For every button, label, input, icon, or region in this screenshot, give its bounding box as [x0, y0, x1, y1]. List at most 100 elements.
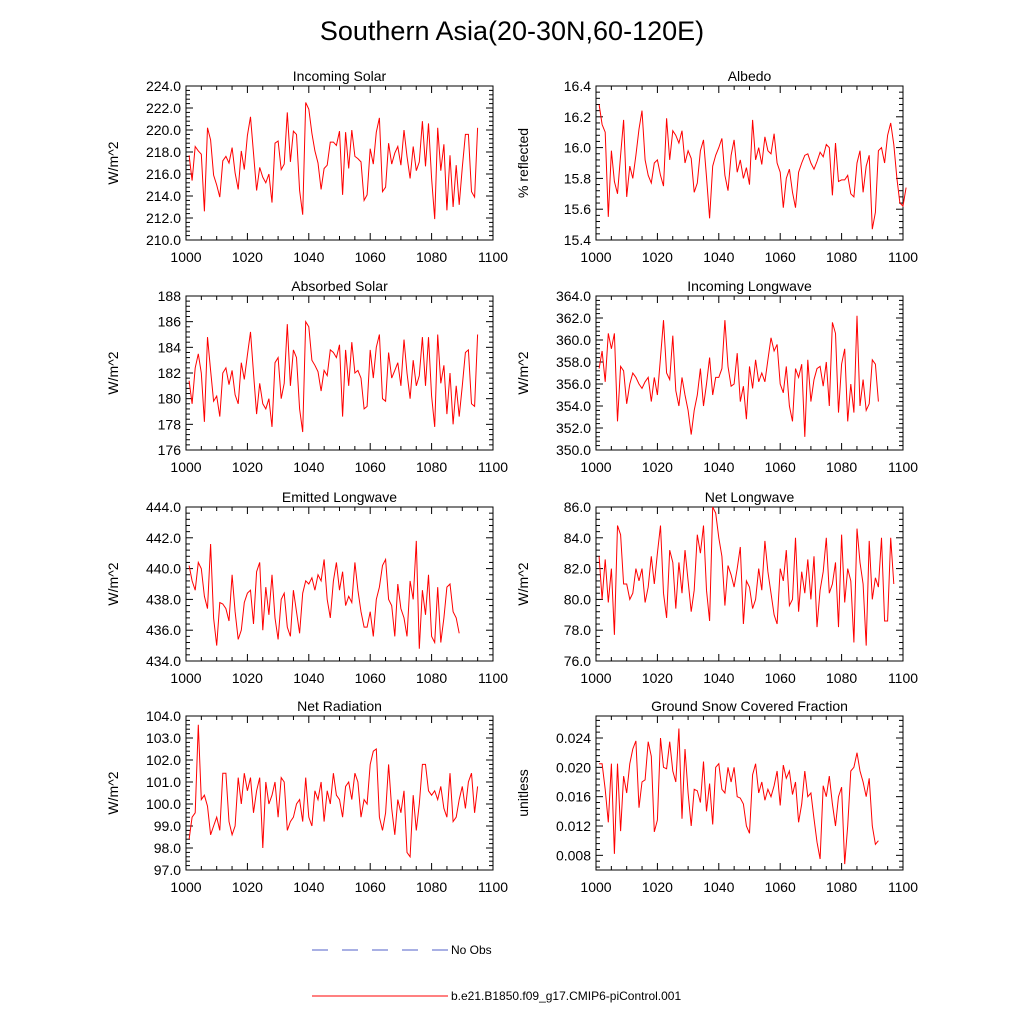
y-axis-label: W/m^2 — [105, 351, 121, 394]
y-tick-label: 440.0 — [146, 561, 181, 577]
y-tick-label: 99.0 — [154, 818, 181, 834]
y-tick-label: 16.4 — [564, 78, 591, 94]
x-tick-label: 1040 — [703, 249, 734, 265]
x-tick-label: 1080 — [416, 670, 447, 686]
x-tick-label: 1020 — [642, 459, 673, 475]
y-tick-label: 78.0 — [564, 622, 591, 638]
series-line-1 — [599, 728, 879, 865]
panel-title: Ground Snow Covered Fraction — [651, 698, 848, 714]
y-tick-label: 104.0 — [146, 708, 181, 724]
y-tick-label: 103.0 — [146, 730, 181, 746]
y-tick-label: 0.016 — [556, 789, 591, 805]
x-tick-label: 1060 — [765, 249, 796, 265]
x-tick-label: 1080 — [826, 670, 857, 686]
x-tick-label: 1020 — [642, 670, 673, 686]
legend: No Obs b.e21.B1850.f09_g17.CMIP6-piContr… — [312, 943, 681, 1003]
y-tick-label: 182 — [158, 365, 182, 381]
y-tick-label: 15.4 — [564, 232, 591, 248]
x-tick-label: 1000 — [170, 670, 201, 686]
x-tick-label: 1000 — [170, 879, 201, 895]
x-tick-label: 1080 — [826, 879, 857, 895]
plot-frame — [185, 506, 494, 662]
x-tick-label: 1060 — [765, 879, 796, 895]
y-tick-label: 224.0 — [146, 78, 181, 94]
x-tick-label: 1020 — [232, 249, 263, 265]
y-tick-label: 0.020 — [556, 759, 591, 775]
y-axis-label: W/m^2 — [105, 771, 121, 814]
y-tick-label: 360.0 — [556, 332, 591, 348]
panel-6: Net Longwave W/m^2 1000 1020 1040 1060 1080 110… — [515, 489, 918, 686]
y-tick-label: 76.0 — [564, 653, 591, 669]
x-tick-label: 1080 — [416, 249, 447, 265]
y-tick-label: 102.0 — [146, 752, 181, 768]
x-tick-label: 1000 — [580, 879, 611, 895]
y-tick-label: 98.0 — [154, 840, 181, 856]
series-line-1 — [188, 102, 479, 220]
x-tick-label: 1060 — [355, 879, 386, 895]
x-tick-label: 1100 — [478, 670, 508, 686]
x-tick-label: 1000 — [580, 459, 611, 475]
x-tick-label: 1040 — [293, 249, 324, 265]
x-tick-label: 1020 — [642, 249, 673, 265]
y-axis-label: W/m^2 — [105, 141, 121, 184]
x-tick-label: 1000 — [170, 249, 201, 265]
y-tick-label: 444.0 — [146, 499, 181, 515]
y-axis-label: % reflected — [515, 128, 531, 198]
y-tick-label: 188 — [158, 288, 182, 304]
y-axis-label: W/m^2 — [515, 351, 531, 394]
y-tick-label: 186 — [158, 314, 182, 330]
panel-3: Absorbed Solar W/m^2 1000 1020 1040 1060 1080 1… — [105, 278, 508, 475]
x-tick-label: 1020 — [642, 879, 673, 895]
y-tick-label: 214.0 — [146, 188, 181, 204]
y-tick-label: 80.0 — [564, 591, 591, 607]
panel-1: Incoming Solar W/m^2 1000 1020 1040 1060 1080 1… — [105, 68, 508, 265]
legend-model-label: b.e21.B1850.f09_g17.CMIP6-piControl.001 — [451, 989, 681, 1003]
panel-title: Incoming Solar — [293, 68, 387, 84]
legend-obs-label: No Obs — [451, 943, 492, 957]
y-tick-label: 364.0 — [556, 288, 591, 304]
x-tick-label: 1020 — [232, 879, 263, 895]
y-tick-label: 210.0 — [146, 232, 181, 248]
x-tick-label: 1000 — [170, 459, 201, 475]
x-tick-label: 1000 — [580, 670, 611, 686]
y-tick-label: 16.2 — [564, 109, 591, 125]
x-tick-label: 1040 — [293, 459, 324, 475]
y-tick-label: 101.0 — [146, 774, 181, 790]
x-tick-label: 1020 — [232, 459, 263, 475]
y-tick-label: 97.0 — [154, 862, 181, 878]
series-line-1 — [188, 319, 479, 433]
y-tick-label: 100.0 — [146, 796, 181, 812]
panel-8: Ground Snow Covered Fraction unitless 1000… — [515, 698, 918, 895]
x-tick-label: 1060 — [765, 459, 796, 475]
y-tick-label: 350.0 — [556, 442, 591, 458]
x-tick-label: 1040 — [703, 459, 734, 475]
x-tick-label: 1060 — [355, 459, 386, 475]
x-tick-label: 1100 — [888, 879, 918, 895]
y-tick-label: 184 — [158, 339, 182, 355]
y-tick-label: 16.0 — [564, 140, 591, 156]
y-tick-label: 178 — [158, 416, 182, 432]
series-line-1 — [598, 104, 907, 230]
y-tick-label: 84.0 — [564, 530, 591, 546]
y-tick-label: 0.008 — [556, 847, 591, 863]
x-tick-label: 1100 — [478, 459, 508, 475]
x-tick-label: 1040 — [293, 670, 324, 686]
x-tick-label: 1080 — [416, 459, 447, 475]
x-tick-label: 1080 — [826, 459, 857, 475]
panel-title: Albedo — [728, 68, 772, 84]
x-tick-label: 1080 — [826, 249, 857, 265]
figure-title: Southern Asia(20-30N,60-120E) — [320, 16, 704, 46]
panel-title: Net Radiation — [297, 698, 382, 714]
x-tick-label: 1020 — [232, 670, 263, 686]
plot-frame — [185, 85, 494, 241]
y-tick-label: 442.0 — [146, 530, 181, 546]
panel-5: Emitted Longwave W/m^2 1000 1020 1040 1060 108… — [105, 489, 508, 686]
y-tick-label: 436.0 — [146, 622, 181, 638]
y-tick-label: 82.0 — [564, 561, 591, 577]
y-tick-label: 434.0 — [146, 653, 181, 669]
x-tick-label: 1100 — [888, 459, 918, 475]
y-tick-label: 176 — [158, 442, 182, 458]
panel-7: Net Radiation W/m^2 1000 1020 1040 1060 1080 11… — [105, 698, 508, 895]
panel-4: Incoming Longwave W/m^2 1000 1020 1040 1060 10… — [515, 278, 918, 475]
